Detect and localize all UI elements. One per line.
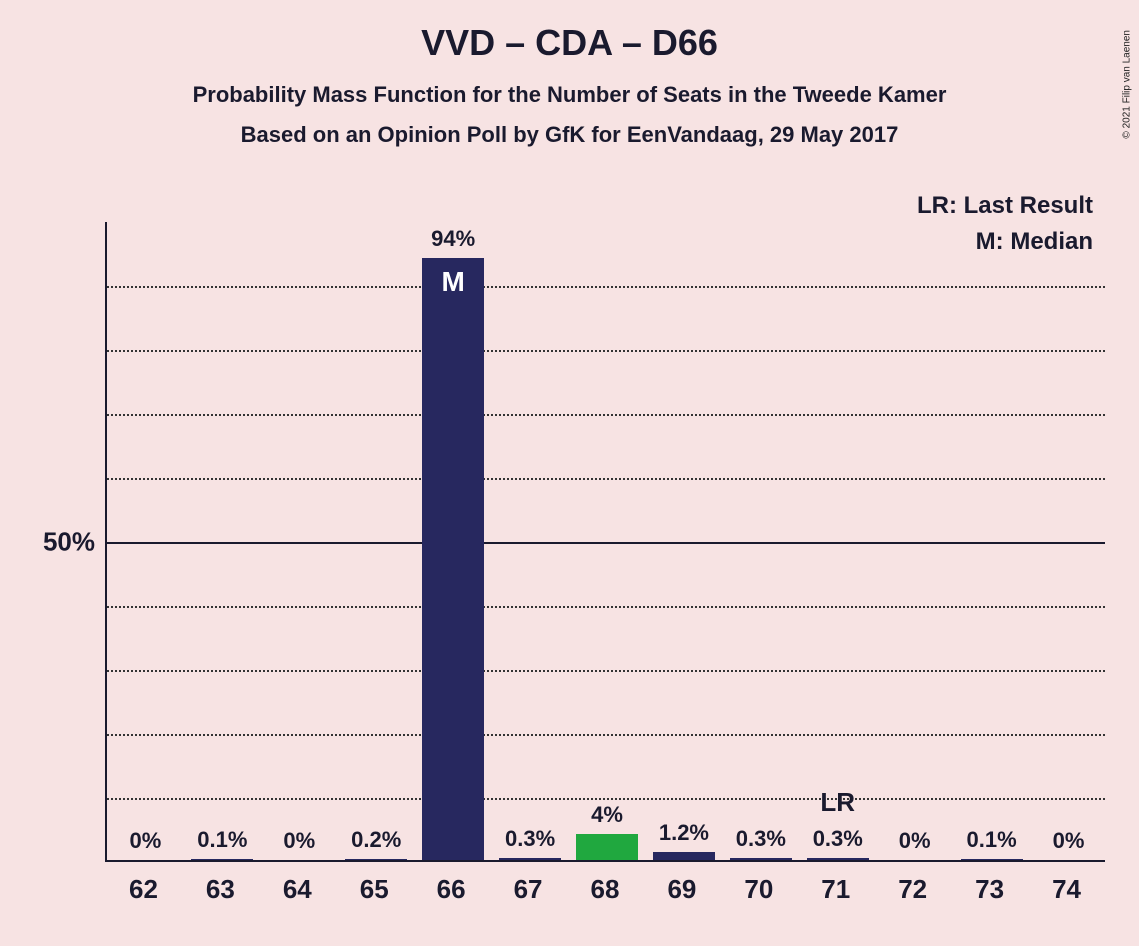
x-tick-label: 67 xyxy=(514,874,543,905)
chart-title: VVD – CDA – D66 xyxy=(0,22,1139,64)
x-tick-label: 74 xyxy=(1052,874,1081,905)
x-tick-label: 62 xyxy=(129,874,158,905)
chart-area: LR: Last Result M: Median 0%0.1%0%0.2%94… xyxy=(105,222,1105,862)
bar-value-label: 0% xyxy=(899,828,931,854)
grid-line xyxy=(107,414,1105,416)
x-tick-label: 63 xyxy=(206,874,235,905)
bar-value-label: 0.2% xyxy=(351,827,401,853)
bar-value-label: 1.2% xyxy=(659,820,709,846)
x-tick-label: 65 xyxy=(360,874,389,905)
bar xyxy=(499,858,561,860)
chart-subtitle-1: Probability Mass Function for the Number… xyxy=(0,82,1139,108)
bar-value-label: 0.1% xyxy=(197,827,247,853)
x-tick-label: 66 xyxy=(437,874,466,905)
x-tick-label: 71 xyxy=(821,874,850,905)
bar xyxy=(807,858,869,860)
bar xyxy=(191,859,253,860)
bar xyxy=(961,859,1023,860)
bar xyxy=(576,834,638,860)
x-tick-label: 70 xyxy=(744,874,773,905)
grid-line xyxy=(107,286,1105,288)
last-result-marker: LR xyxy=(820,787,855,818)
bar-value-label: 0.1% xyxy=(967,827,1017,853)
bar-value-label: 0.3% xyxy=(505,826,555,852)
y-axis-label-50: 50% xyxy=(43,527,95,558)
grid-line xyxy=(107,350,1105,352)
bar-value-label: 0% xyxy=(283,828,315,854)
bar-value-label: 4% xyxy=(591,802,623,828)
chart-subtitle-2: Based on an Opinion Poll by GfK for EenV… xyxy=(0,122,1139,148)
bar-value-label: 0% xyxy=(130,828,162,854)
grid-line xyxy=(107,478,1105,480)
copyright-text: © 2021 Filip van Laenen xyxy=(1122,30,1133,139)
plot-area: 0% 0.1% 0% 0.2% 94% M 0.3% 4% 1.2% 0.3% 0.3% LR 0% 0.… xyxy=(105,222,1105,862)
bar-value-label: 94% xyxy=(431,226,475,252)
bar xyxy=(653,852,715,860)
x-tick-label: 64 xyxy=(283,874,312,905)
x-tick-label: 72 xyxy=(898,874,927,905)
bar-value-label: 0.3% xyxy=(736,826,786,852)
bar xyxy=(730,858,792,860)
grid-line xyxy=(107,606,1105,608)
x-tick-label: 68 xyxy=(591,874,620,905)
bar xyxy=(345,859,407,860)
bar-value-label: 0% xyxy=(1053,828,1085,854)
x-tick-label: 69 xyxy=(667,874,696,905)
median-marker: M xyxy=(441,266,464,298)
legend-lr: LR: Last Result xyxy=(917,192,1093,220)
x-tick-label: 73 xyxy=(975,874,1004,905)
grid-line xyxy=(107,734,1105,736)
grid-line xyxy=(107,670,1105,672)
grid-line xyxy=(107,798,1105,800)
grid-line xyxy=(107,542,1105,544)
bar xyxy=(422,258,484,860)
bar-value-label: 0.3% xyxy=(813,826,863,852)
